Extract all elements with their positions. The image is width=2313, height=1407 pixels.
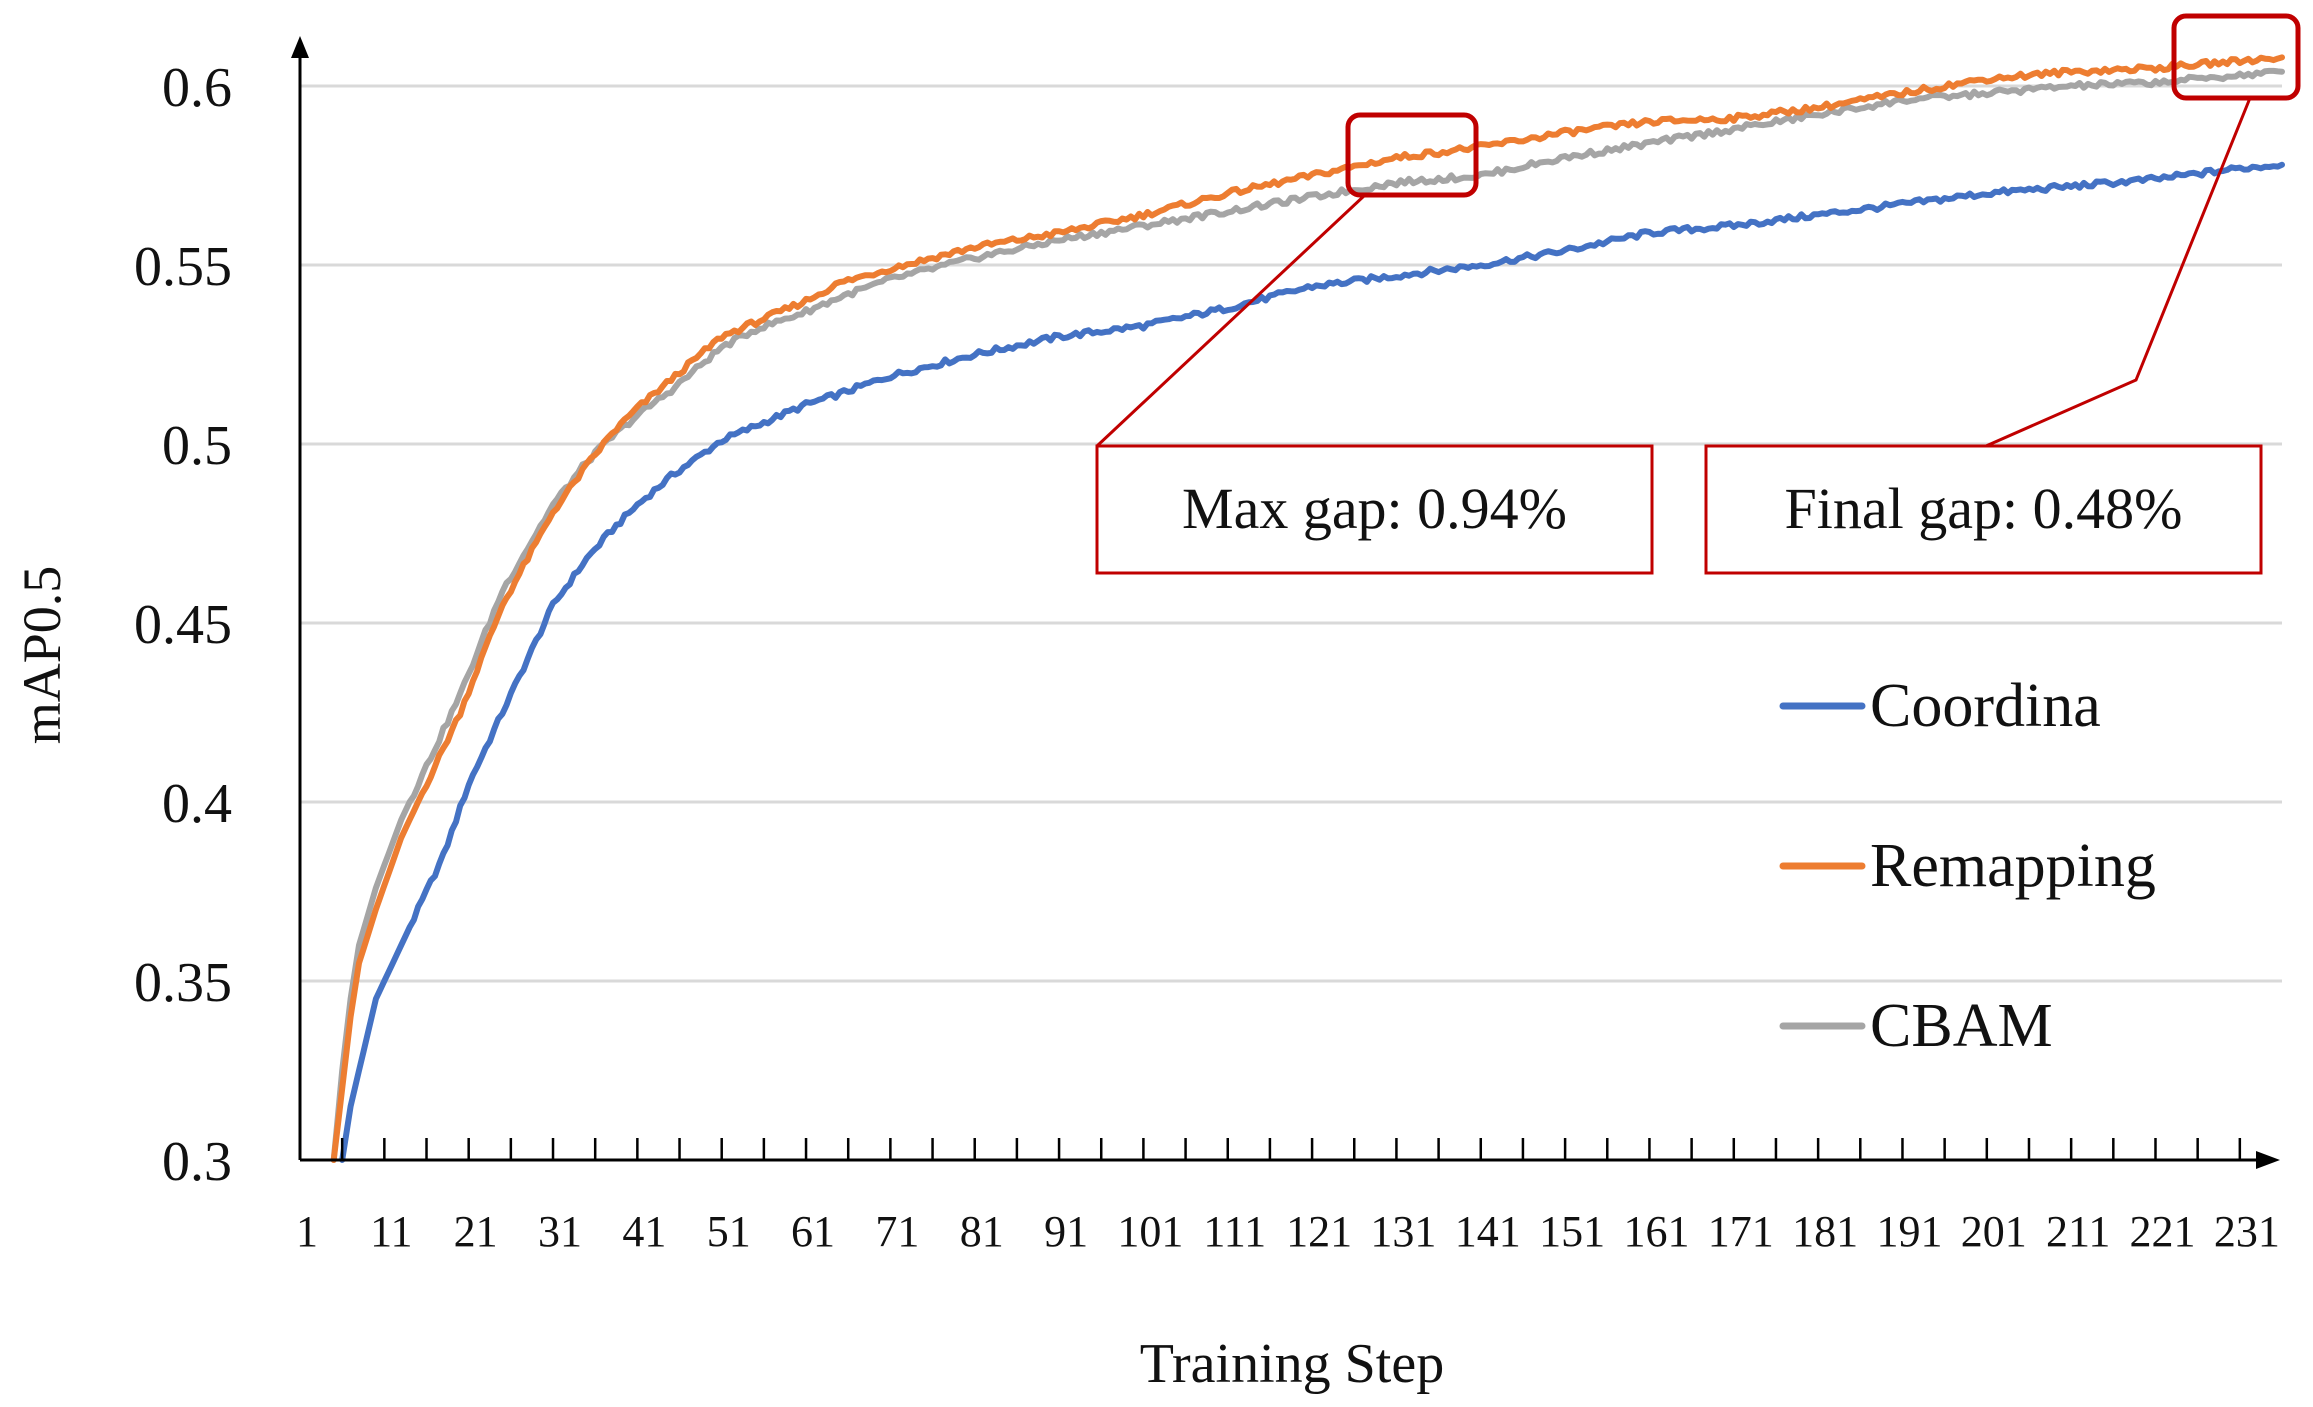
x-tick-label: 41 <box>622 1207 666 1256</box>
y-tick-label: 0.45 <box>134 594 232 656</box>
y-tick-label: 0.55 <box>134 236 232 298</box>
x-axis-title: Training Step <box>1140 1333 1444 1395</box>
callout-box <box>1704 444 2263 575</box>
x-tick-label: 151 <box>1539 1207 1605 1256</box>
y-axis-title: mAP0.5 <box>12 566 72 745</box>
series-lines <box>330 54 2285 1163</box>
legend: Coordina Remapping CBAM <box>1779 672 2156 1060</box>
callout-leader-line <box>1095 193 1367 448</box>
x-tick-labels: 1 11 21 31 41 51 61 71 81 91 101 111 121 131 141 151 161… <box>296 1207 2280 1256</box>
x-axis-arrow <box>2256 1151 2280 1169</box>
x-tick-label: 141 <box>1455 1207 1521 1256</box>
y-tick-label: 0.35 <box>134 952 232 1014</box>
callout-leader-line <box>1985 97 2252 448</box>
highlight-box <box>1345 112 1479 198</box>
x-tick-label: 161 <box>1623 1207 1689 1256</box>
x-tick-label: 231 <box>2214 1207 2280 1256</box>
x-tick-label: 51 <box>707 1207 751 1256</box>
x-tick-label: 31 <box>538 1207 582 1256</box>
axes <box>291 36 2280 1169</box>
y-tick-label: 0.5 <box>162 415 232 477</box>
x-tick-label: 81 <box>960 1207 1004 1256</box>
x-tick-label: 1 <box>296 1207 318 1256</box>
x-tick-label: 171 <box>1708 1207 1774 1256</box>
x-tick-label: 211 <box>2046 1207 2110 1256</box>
x-tick-label: 191 <box>1876 1207 1942 1256</box>
x-tick-label: 131 <box>1370 1207 1436 1256</box>
x-tick-label: 71 <box>875 1207 919 1256</box>
legend-label-cbam: CBAM <box>1870 992 2053 1060</box>
x-tick-label: 11 <box>370 1207 412 1256</box>
y-axis-arrow <box>291 36 309 58</box>
x-tick-label: 91 <box>1044 1207 1088 1256</box>
callout-text: Max gap: 0.94% <box>1182 476 1567 541</box>
annotations: Max gap: 0.94% Final gap: 0.48% <box>1095 13 2301 575</box>
x-tick-label: 61 <box>791 1207 835 1256</box>
series-line-remapping <box>330 54 2285 1163</box>
callout-text: Final gap: 0.48% <box>1785 476 2183 541</box>
x-tick-label: 21 <box>454 1207 498 1256</box>
y-tick-label: 0.4 <box>162 773 232 835</box>
x-tick-label: 101 <box>1117 1207 1183 1256</box>
x-tick-label: 201 <box>1961 1207 2027 1256</box>
series-line-coordina <box>339 161 2285 1163</box>
y-tick-label: 0.6 <box>162 57 232 119</box>
legend-label-remapping: Remapping <box>1870 832 2156 900</box>
series-line-cbam <box>330 67 2285 1163</box>
highlight-box <box>2171 13 2301 101</box>
x-tick-label: 121 <box>1286 1207 1352 1256</box>
callout-box <box>1095 444 1654 575</box>
legend-label-coordina: Coordina <box>1870 672 2101 740</box>
y-tick-labels: 0.3 0.35 0.4 0.45 0.5 0.55 0.6 <box>134 57 232 1193</box>
x-tick-label: 221 <box>2129 1207 2195 1256</box>
x-tick-label: 111 <box>1203 1207 1266 1256</box>
x-tick-label: 181 <box>1792 1207 1858 1256</box>
y-tick-label: 0.3 <box>162 1131 232 1193</box>
